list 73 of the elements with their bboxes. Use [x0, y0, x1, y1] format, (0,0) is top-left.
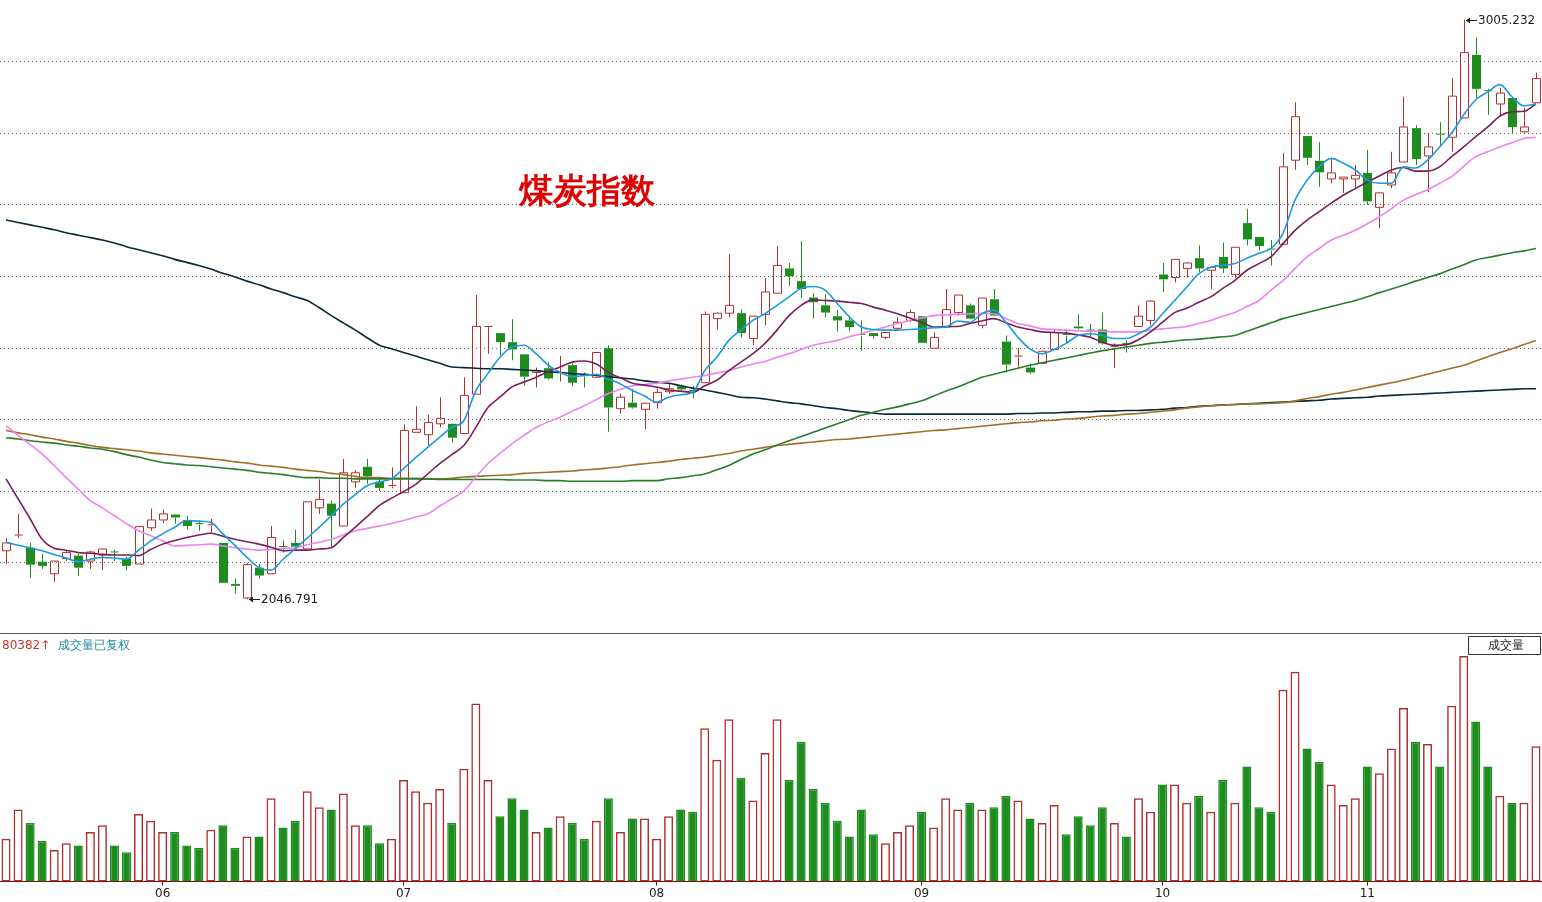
candlestick	[267, 525, 276, 575]
candlestick	[436, 396, 445, 428]
candlestick	[1303, 136, 1312, 166]
candlestick	[147, 507, 156, 532]
candlestick	[1134, 304, 1143, 327]
candlestick	[833, 309, 842, 332]
candlestick	[1074, 313, 1083, 329]
candlestick	[761, 277, 770, 326]
candlestick	[701, 310, 710, 384]
candlestick	[869, 333, 878, 340]
candlestick	[1436, 121, 1445, 148]
annotation: 3005.232	[1478, 12, 1536, 27]
candlestick	[496, 333, 505, 356]
candlestick	[616, 393, 625, 415]
candlestick	[1375, 192, 1384, 229]
candlestick	[339, 458, 348, 527]
candlestick	[231, 578, 240, 595]
candlestick	[460, 376, 469, 434]
candlestick	[1520, 107, 1529, 133]
x-tick-label: 09	[913, 885, 930, 900]
candlestick	[1424, 132, 1433, 193]
candlestick	[315, 478, 324, 515]
candlestick	[400, 423, 409, 494]
x-tick-label: 07	[395, 885, 412, 900]
candlestick	[14, 513, 23, 539]
x-tick-label: 11	[1359, 885, 1375, 900]
candlestick	[1243, 208, 1252, 246]
candlestick	[1279, 152, 1288, 245]
candlestick	[713, 312, 722, 330]
candlestick	[1195, 244, 1204, 273]
candlestick	[1110, 342, 1119, 369]
candlestick	[424, 414, 433, 447]
candlestick	[1267, 239, 1276, 266]
candlestick	[1351, 164, 1360, 189]
candlestick	[641, 402, 650, 430]
candlestick	[725, 253, 734, 318]
candlestick	[773, 245, 782, 294]
candlestick	[388, 466, 397, 489]
candlestick	[653, 388, 662, 410]
candlestick	[50, 560, 59, 583]
x-tick-label: 06	[154, 885, 171, 900]
candlestick	[942, 288, 951, 328]
candlestick	[412, 405, 421, 433]
candlestick	[1014, 347, 1023, 369]
candlestick	[1159, 262, 1168, 293]
candlestick	[1050, 329, 1059, 350]
annotation: 2046.791	[261, 591, 319, 606]
candlestick	[1291, 101, 1300, 171]
candlestick	[38, 553, 47, 570]
text: 煤炭指数	[518, 169, 656, 210]
candlestick	[1255, 237, 1264, 251]
candlestick	[26, 542, 35, 579]
candlestick	[171, 514, 180, 525]
candlestick	[1412, 124, 1421, 166]
candlestick	[1508, 97, 1517, 134]
candlestick	[1327, 158, 1336, 184]
candlestick	[532, 367, 541, 389]
candlestick	[2, 537, 11, 565]
candlestick	[484, 325, 493, 355]
candlestick	[1387, 151, 1396, 189]
candlestick	[1448, 77, 1457, 153]
candlestick	[1399, 96, 1408, 163]
candlestick	[1472, 36, 1481, 99]
candlestick	[472, 294, 481, 395]
candlestick	[785, 262, 794, 287]
text: 80382↑	[2, 638, 51, 653]
candlestick	[1496, 87, 1505, 118]
x-tick-label: 10	[1154, 885, 1171, 900]
x-tick-label: 08	[648, 885, 665, 900]
candlestick	[1339, 176, 1348, 194]
text: 成交量已复权	[58, 638, 131, 653]
text: 成交量	[1488, 638, 1524, 653]
candlestick	[1183, 262, 1192, 278]
